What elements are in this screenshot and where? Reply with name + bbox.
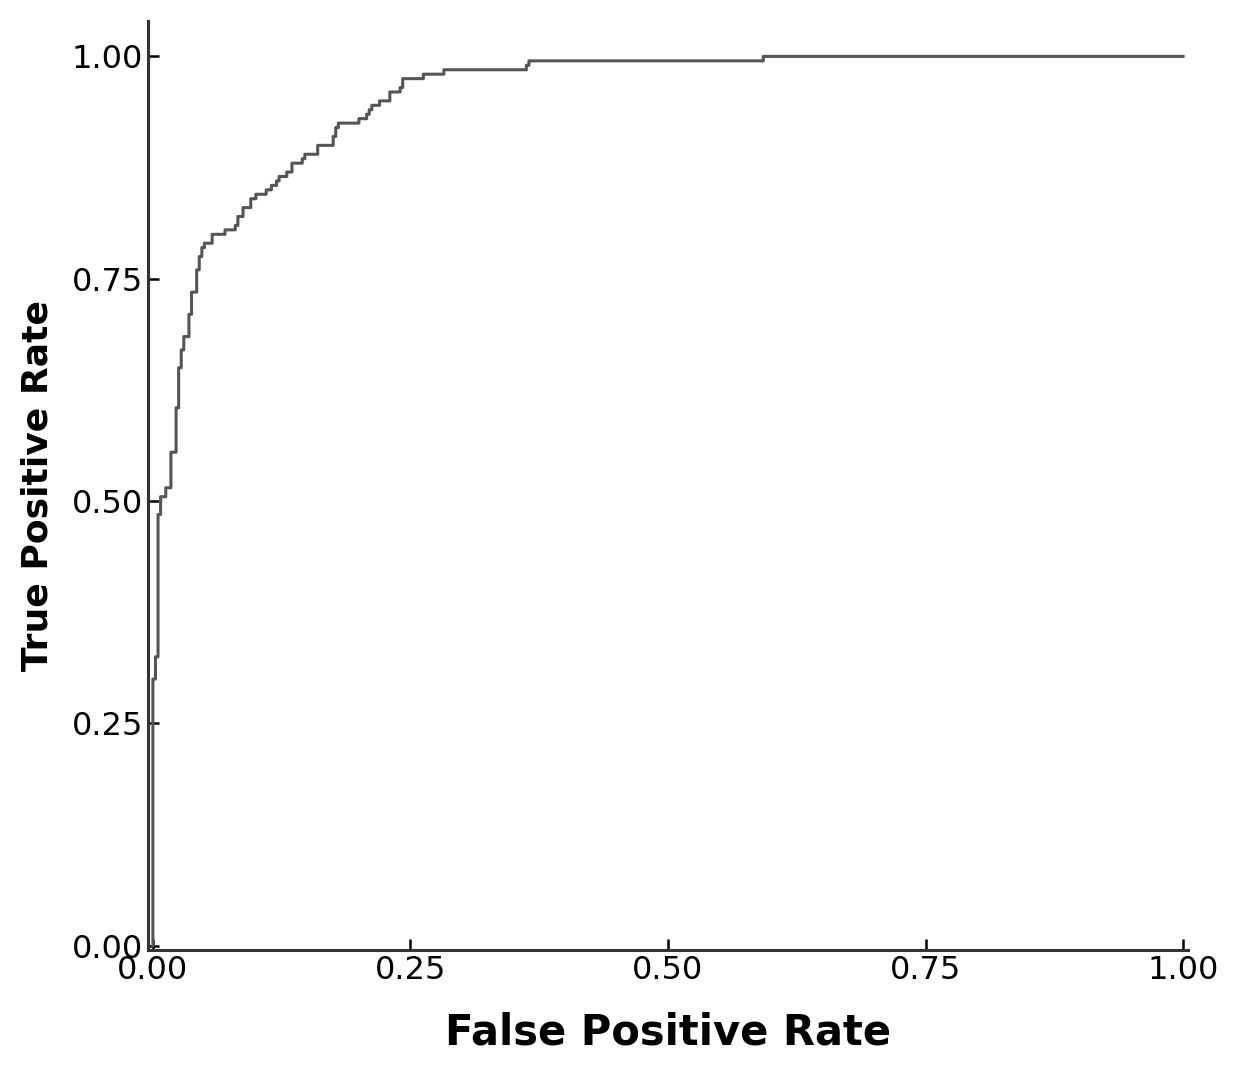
- Y-axis label: True Positive Rate: True Positive Rate: [21, 300, 55, 671]
- X-axis label: False Positive Rate: False Positive Rate: [445, 1011, 892, 1054]
